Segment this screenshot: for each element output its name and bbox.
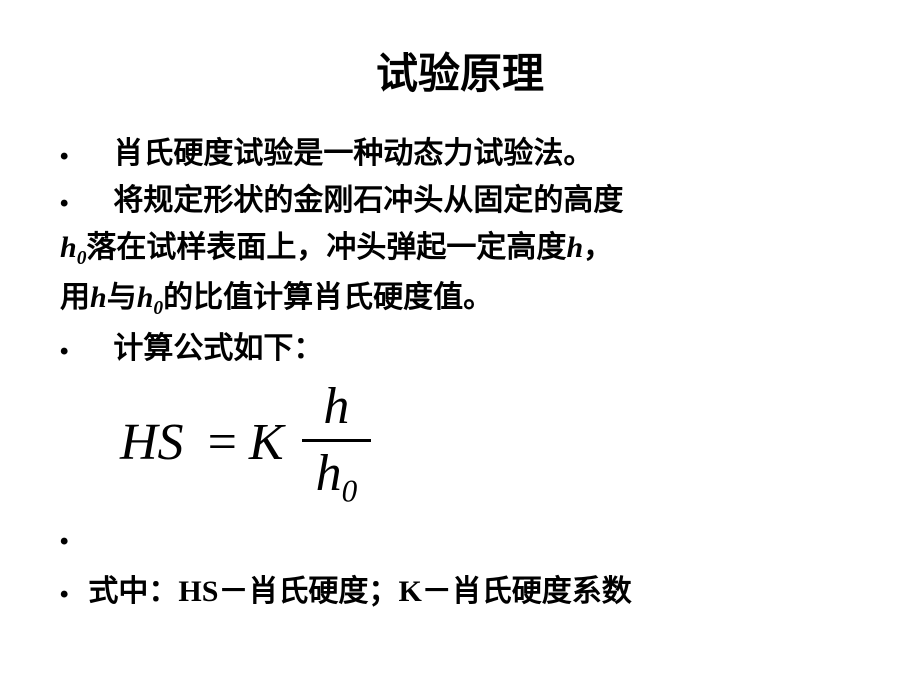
line-2b: h0落在试样表面上，冲头弹起一定高度h， [60, 225, 860, 273]
formula-den-h: h [316, 445, 342, 502]
var-h0-sub: 0 [77, 248, 87, 269]
var-h0-2-h: h [137, 281, 154, 314]
line-2b-comma: ， [583, 231, 613, 264]
bullet-line-empty: • [60, 516, 860, 561]
formula-k: K [249, 404, 284, 482]
line-2c-pre: 用 [60, 281, 90, 314]
bullet-icon: • [60, 577, 68, 613]
line-3-content: 计算公式如下： [113, 332, 323, 365]
line-4-post: －肖氏硬度系数 [422, 575, 632, 608]
bullet-line-3: • 计算公式如下： [60, 326, 860, 371]
line-2c-post: 的比值计算肖氏硬度值。 [163, 281, 493, 314]
formula-denominator: h0 [302, 439, 372, 507]
line-2c: 用h与h0的比值计算肖氏硬度值。 [60, 275, 860, 323]
line-3-text: 计算公式如下： [88, 326, 860, 371]
line-2b-mid: 落在试样表面上，冲头弹起一定高度 [86, 231, 566, 264]
bullet-icon: • [60, 139, 68, 175]
empty-line [88, 516, 860, 561]
var-h-2: h [90, 281, 107, 314]
bullet-line-1: • 肖氏硬度试验是一种动态力试验法。 [60, 131, 860, 176]
var-hs: HS [178, 575, 218, 608]
formula: HS = K h h0 [120, 381, 371, 507]
bullet-line-2: • 将规定形状的金刚石冲头从固定的高度 [60, 178, 860, 223]
line-4-pre: 式中： [88, 575, 178, 608]
formula-den-sub: 0 [342, 473, 358, 508]
var-h0-2-sub: 0 [153, 298, 163, 319]
formula-row: HS = K h h0 [60, 381, 860, 507]
bullet-icon: • [60, 524, 68, 560]
line-2-text: 将规定形状的金刚石冲头从固定的高度 [88, 178, 860, 223]
line-1-content: 肖氏硬度试验是一种动态力试验法。 [113, 137, 593, 170]
var-h0-h: h [60, 231, 77, 264]
line-2c-mid: 与 [107, 281, 137, 314]
formula-numerator: h [305, 381, 367, 439]
bullet-icon: • [60, 334, 68, 370]
bullet-line-4: • 式中：HS－肖氏硬度；K－肖氏硬度系数 [60, 569, 860, 614]
line-1-text: 肖氏硬度试验是一种动态力试验法。 [88, 131, 860, 176]
slide-title: 试验原理 [60, 40, 860, 101]
line-4-mid: －肖氏硬度； [218, 575, 398, 608]
bullet-icon: • [60, 186, 68, 222]
slide-container: 试验原理 • 肖氏硬度试验是一种动态力试验法。 • 将规定形状的金刚石冲头从固定… [0, 0, 920, 690]
line-4-text: 式中：HS－肖氏硬度；K－肖氏硬度系数 [88, 569, 860, 614]
var-h: h [566, 231, 583, 264]
formula-fraction: h h0 [302, 381, 372, 507]
formula-equals: = [208, 404, 237, 482]
formula-hs: HS [120, 404, 184, 482]
line-2a-content: 将规定形状的金刚石冲头从固定的高度 [113, 184, 623, 217]
var-k: K [398, 575, 421, 608]
slide-content: • 肖氏硬度试验是一种动态力试验法。 • 将规定形状的金刚石冲头从固定的高度 h… [60, 131, 860, 614]
